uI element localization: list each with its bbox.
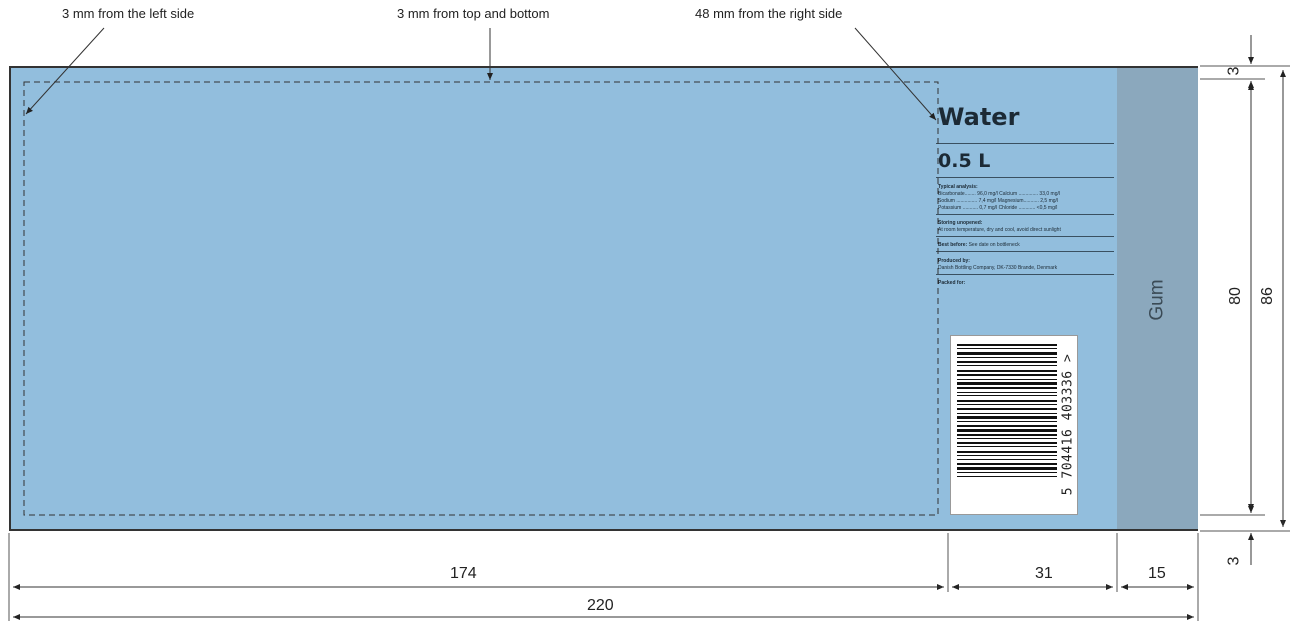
barcode-bar <box>957 421 1057 422</box>
annotation-right-margin: 48 mm from the right side <box>695 6 843 21</box>
barcode-bar <box>957 442 1057 444</box>
divider <box>936 236 1114 237</box>
barcode-bar <box>957 395 1057 396</box>
annotation-top-bottom-margin: 3 mm from top and bottom <box>397 6 550 21</box>
divider <box>936 143 1114 144</box>
barcode-bar <box>957 416 1057 419</box>
dim-15: 15 <box>1148 565 1166 582</box>
barcode-bar <box>957 374 1057 376</box>
barcode-bar <box>957 382 1057 385</box>
dim-3-bottom-wrap: 3 <box>1225 552 1260 574</box>
storing-text: At room temperature, dry and cool, avoid… <box>938 227 1061 233</box>
divider <box>936 251 1114 252</box>
arrow-right-margin <box>854 27 937 121</box>
barcode-bar <box>957 434 1057 436</box>
barcode-bar <box>957 361 1057 363</box>
barcode-bar <box>957 387 1057 389</box>
barcode-bar <box>957 459 1057 460</box>
safe-area-dashed <box>23 81 939 516</box>
dim-3-top-wrap: 3 <box>1225 62 1260 84</box>
barcode-bar <box>957 438 1057 439</box>
barcode-bar <box>957 467 1057 470</box>
dim-3-bottom: 3 <box>1225 556 1243 566</box>
barcode-bar <box>957 392 1057 393</box>
barcode-bar <box>957 446 1057 447</box>
analysis-row: Potassium ........... 0,7 mg/l Chloride … <box>938 205 1058 211</box>
barcode-bar <box>957 413 1057 414</box>
analysis-heading: Typical analysis: <box>938 184 978 190</box>
best-before-line: Best before: See date on bottleneck <box>938 242 1114 248</box>
barcode-bar <box>957 429 1057 432</box>
packed-heading: Packed for: <box>938 280 966 286</box>
barcode-bar <box>957 472 1057 473</box>
barcode-bar <box>957 365 1057 366</box>
barcode-bar <box>957 379 1057 380</box>
barcode-bar <box>957 352 1057 355</box>
barcode-bar <box>957 404 1057 405</box>
produced-heading: Produced by: <box>938 258 970 264</box>
barcode-bar <box>957 425 1057 427</box>
analysis-row: Sodium ............... 7,4 mg/l Magnesiu… <box>938 198 1059 204</box>
dim-220: 220 <box>587 597 614 614</box>
divider <box>936 177 1114 178</box>
dim-80-wrap: 80 <box>1227 287 1257 309</box>
divider <box>936 214 1114 215</box>
produced-text: Danish Bottling Company, DK-7330 Brande,… <box>938 265 1058 271</box>
dim-86-wrap: 86 <box>1259 287 1289 309</box>
best-before-heading: Best before: <box>938 242 968 248</box>
dim-80: 80 <box>1226 287 1244 305</box>
barcode-bar <box>957 357 1057 358</box>
arrow-left-margin <box>25 27 105 115</box>
annotation-left-margin: 3 mm from the left side <box>62 6 195 21</box>
storing-heading: Storing unopened: <box>938 220 983 226</box>
dim-31: 31 <box>1035 565 1053 582</box>
dim-3-top: 3 <box>1225 66 1243 76</box>
barcode-bar <box>957 476 1057 477</box>
gum-strip <box>1117 68 1198 529</box>
barcode-bar <box>957 348 1057 349</box>
product-volume: 0.5 L <box>938 150 991 172</box>
barcode-bar <box>957 344 1057 346</box>
barcode-bar <box>957 408 1057 410</box>
dim-174: 174 <box>450 565 477 582</box>
barcode-bar <box>957 451 1057 453</box>
barcode-bar <box>957 463 1057 465</box>
barcode-bar <box>957 455 1057 456</box>
divider <box>936 274 1114 275</box>
barcode-bars <box>957 344 1057 477</box>
barcode <box>950 335 1078 515</box>
best-before-text: See date on bottleneck <box>968 242 1020 248</box>
dim-86: 86 <box>1258 287 1276 305</box>
barcode-bar <box>957 370 1057 372</box>
product-title: Water <box>938 103 1020 131</box>
barcode-bar <box>957 400 1057 402</box>
analysis-row: Bicarbonate........ 96,0 mg/l Calcium ..… <box>938 191 1060 197</box>
